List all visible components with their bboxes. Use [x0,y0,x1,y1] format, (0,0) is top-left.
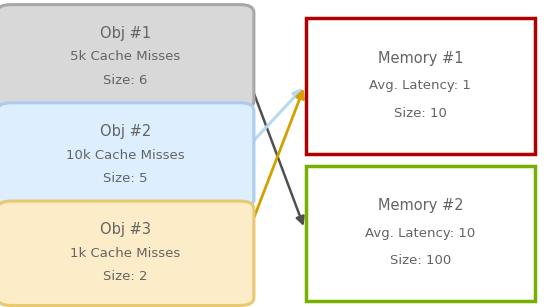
Text: Size: 6: Size: 6 [103,74,148,87]
Text: Avg. Latency: 1: Avg. Latency: 1 [370,80,471,92]
Text: 5k Cache Misses: 5k Cache Misses [70,50,181,63]
Text: 1k Cache Misses: 1k Cache Misses [70,247,181,260]
Text: Memory #1: Memory #1 [378,51,463,66]
Text: Obj #1: Obj #1 [100,26,151,41]
FancyBboxPatch shape [306,18,535,154]
FancyBboxPatch shape [0,103,254,207]
FancyBboxPatch shape [0,5,254,109]
Text: Avg. Latency: 10: Avg. Latency: 10 [365,227,476,240]
Text: Size: 2: Size: 2 [103,270,148,283]
Text: Size: 5: Size: 5 [103,172,148,185]
Text: Obj #3: Obj #3 [100,223,151,237]
Text: Memory #2: Memory #2 [378,198,463,213]
Text: Size: 10: Size: 10 [394,107,447,120]
FancyBboxPatch shape [0,201,254,305]
Text: Obj #2: Obj #2 [100,124,151,139]
FancyBboxPatch shape [306,166,535,301]
Text: 10k Cache Misses: 10k Cache Misses [66,149,185,161]
Text: Size: 100: Size: 100 [390,255,451,267]
